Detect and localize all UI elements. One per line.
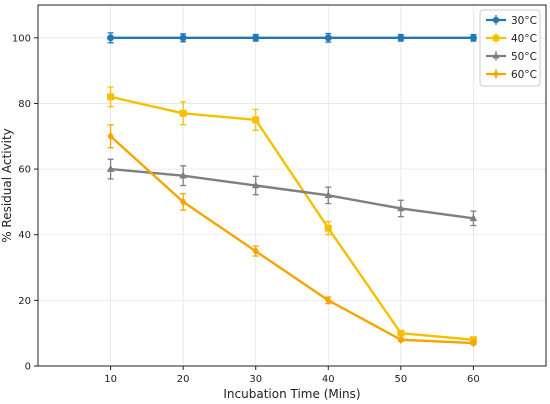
data-point [469,214,478,222]
plot-background [38,5,546,366]
data-point [252,34,260,42]
data-point [107,93,115,101]
data-point [252,116,260,124]
data-point [324,34,332,42]
data-point [251,181,260,189]
data-point [179,171,187,179]
data-point [470,338,477,348]
legend-box [479,9,541,87]
legend-item: 60°C [486,69,537,81]
y-tick-label: 0 [25,362,31,373]
legend-label: 50°C [511,51,537,63]
legend-label: 60°C [511,69,537,81]
y-tick-label: 20 [18,296,31,307]
data-point [107,131,114,141]
x-tick-label: 40 [322,374,335,385]
x-tick-label: 60 [467,374,480,385]
series-60Cc [107,124,477,348]
data-point [397,204,405,212]
y-tick-label: 60 [18,165,31,176]
series-line [109,135,474,345]
data-point [397,335,405,345]
data-point [252,246,259,256]
data-point [106,164,115,172]
data-point [324,191,333,199]
data-point [469,34,477,42]
series-layer [106,32,478,348]
legend-marker [492,16,500,24]
plot-frame [37,4,547,367]
legend-label: 40°C [511,33,537,45]
series-line [110,95,474,341]
y-axis-label: % Residual Activity [0,128,14,243]
data-point [107,34,115,42]
data-point [324,224,332,232]
series-50Cc [106,158,478,227]
y-tick-label: 100 [12,33,31,44]
y-tick-label: 40 [18,230,31,241]
series-30Cc [107,32,477,44]
x-tick-label: 20 [177,374,190,385]
data-point [179,34,187,42]
legend-marker [492,34,500,42]
legend-marker [493,70,499,78]
x-tick-label: 50 [394,374,407,385]
legend: 30°C 40°C 50°C 60°C [479,9,541,87]
data-point [325,295,332,305]
legend-label: 30°C [511,15,537,27]
x-tick-label: 30 [249,374,262,385]
legend-item: 30°C [486,15,537,27]
ticks: 10 20 30 40 50 60 0 20 40 60 80 100 [12,33,480,385]
x-tick-label: 10 [104,374,117,385]
y-tick-label: 80 [18,99,31,110]
legend-item: 50°C [486,51,537,63]
x-axis-label: Incubation Time (Mins) [223,387,360,401]
legend-marker [492,52,500,59]
data-point [397,329,405,337]
data-point [179,197,187,207]
series-line [110,167,474,220]
data-point [179,109,187,117]
legend-item: 40°C [486,33,537,45]
data-point [397,34,405,42]
